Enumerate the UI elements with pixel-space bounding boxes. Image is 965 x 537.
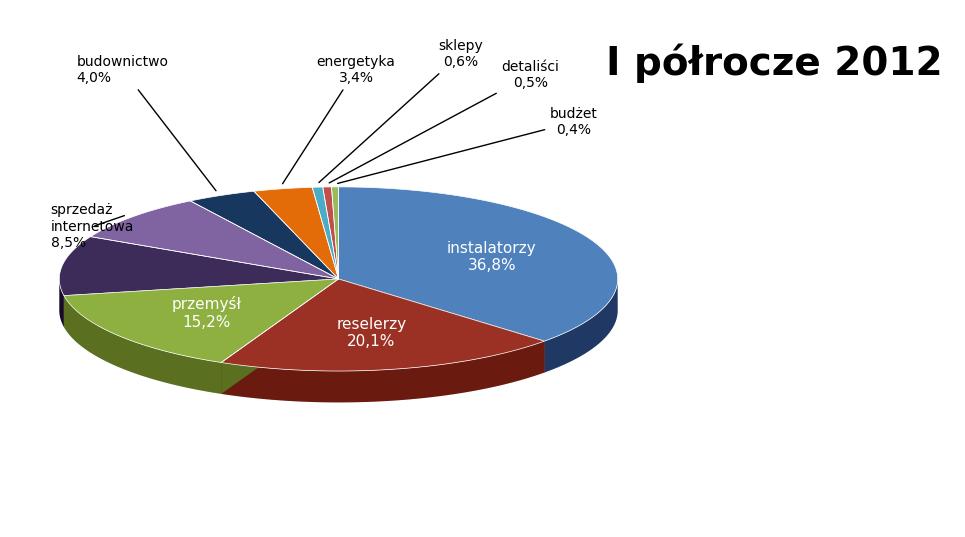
- Text: sprzedaż
internetowa
8,5%: sprzedaż internetowa 8,5%: [50, 204, 134, 250]
- Polygon shape: [59, 279, 64, 327]
- Text: energetyka
3,4%: energetyka 3,4%: [283, 55, 396, 184]
- Polygon shape: [221, 279, 544, 371]
- Text: budownictwo
4,0%: budownictwo 4,0%: [77, 55, 216, 191]
- Polygon shape: [332, 187, 339, 279]
- Text: instalatorzy
36,8%: instalatorzy 36,8%: [447, 241, 537, 273]
- Text: I półrocze 2012: I półrocze 2012: [606, 43, 943, 83]
- Polygon shape: [190, 191, 339, 279]
- Polygon shape: [221, 341, 544, 402]
- Polygon shape: [254, 187, 339, 279]
- Polygon shape: [221, 279, 339, 394]
- Text: budżet
0,4%: budżet 0,4%: [338, 107, 598, 184]
- Polygon shape: [313, 187, 339, 279]
- Text: sklepy
0,6%: sklepy 0,6%: [318, 39, 483, 183]
- Polygon shape: [322, 187, 339, 279]
- Text: przemyśł
15,2%: przemyśł 15,2%: [171, 296, 241, 330]
- Polygon shape: [64, 296, 221, 394]
- Polygon shape: [59, 237, 339, 296]
- Polygon shape: [91, 201, 339, 279]
- Polygon shape: [339, 279, 544, 373]
- Polygon shape: [221, 279, 339, 394]
- Polygon shape: [339, 279, 544, 373]
- Text: detaliści
0,5%: detaliści 0,5%: [329, 60, 560, 183]
- Polygon shape: [64, 279, 339, 362]
- Polygon shape: [59, 218, 618, 402]
- Text: reselerzy
20,1%: reselerzy 20,1%: [337, 317, 406, 350]
- Polygon shape: [339, 187, 618, 341]
- Polygon shape: [64, 279, 339, 327]
- Polygon shape: [64, 279, 339, 327]
- Polygon shape: [544, 280, 618, 373]
